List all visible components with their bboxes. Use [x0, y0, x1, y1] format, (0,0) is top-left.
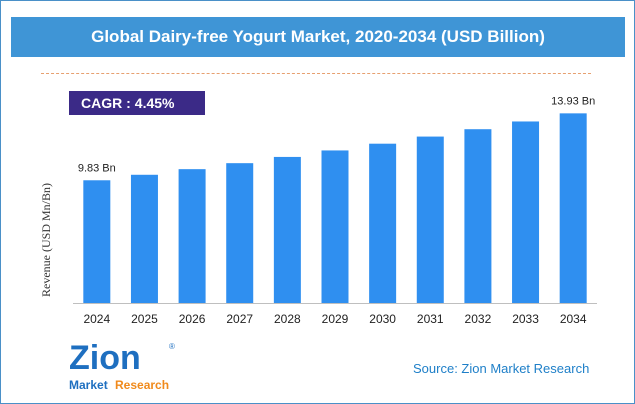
bar-2026: [178, 169, 206, 303]
x-tick-label-2029: 2029: [322, 312, 349, 326]
x-tick-label-2025: 2025: [131, 312, 158, 326]
bar-2033: [512, 121, 540, 303]
bar-2027: [226, 163, 254, 303]
source-text: Source: Zion Market Research: [413, 361, 590, 376]
bar-2028: [273, 156, 301, 303]
logo-market-text: Market: [69, 378, 108, 392]
bar-2029: [321, 150, 349, 303]
logo-research-text: Research: [115, 378, 169, 392]
bar-2034: [559, 113, 587, 303]
bar-2024: [83, 180, 111, 303]
chart-title: Global Dairy-free Yogurt Market, 2020-20…: [11, 17, 625, 57]
bar-2031: [416, 136, 444, 303]
x-tick-label-2026: 2026: [179, 312, 206, 326]
cagr-badge: CAGR : 4.45%: [69, 91, 205, 115]
logo-zion-text: Zion: [69, 339, 141, 377]
x-tick-label-2027: 2027: [226, 312, 253, 326]
zion-logo: Zion ® Market Research: [69, 339, 175, 392]
cagr-value: 4.45%: [134, 95, 175, 111]
bar-2032: [464, 129, 492, 303]
data-label-2024: 9.83 Bn: [78, 162, 116, 174]
x-tick-label-2032: 2032: [465, 312, 492, 326]
y-axis-label: Revenue (USD Mn/Bn): [39, 183, 53, 297]
bar-2025: [130, 174, 158, 303]
data-label-2034: 13.93 Bn: [551, 95, 595, 107]
x-tick-label-2031: 2031: [417, 312, 444, 326]
cagr-label: CAGR :: [81, 95, 131, 111]
logo-registered-mark: ®: [169, 342, 175, 351]
x-tick-label-2030: 2030: [369, 312, 396, 326]
x-tick-label-2034: 2034: [560, 312, 587, 326]
x-tick-label-2024: 2024: [83, 312, 110, 326]
bar-2030: [369, 143, 397, 303]
x-tick-label-2028: 2028: [274, 312, 301, 326]
x-tick-label-2033: 2033: [512, 312, 539, 326]
divider: [41, 73, 591, 74]
